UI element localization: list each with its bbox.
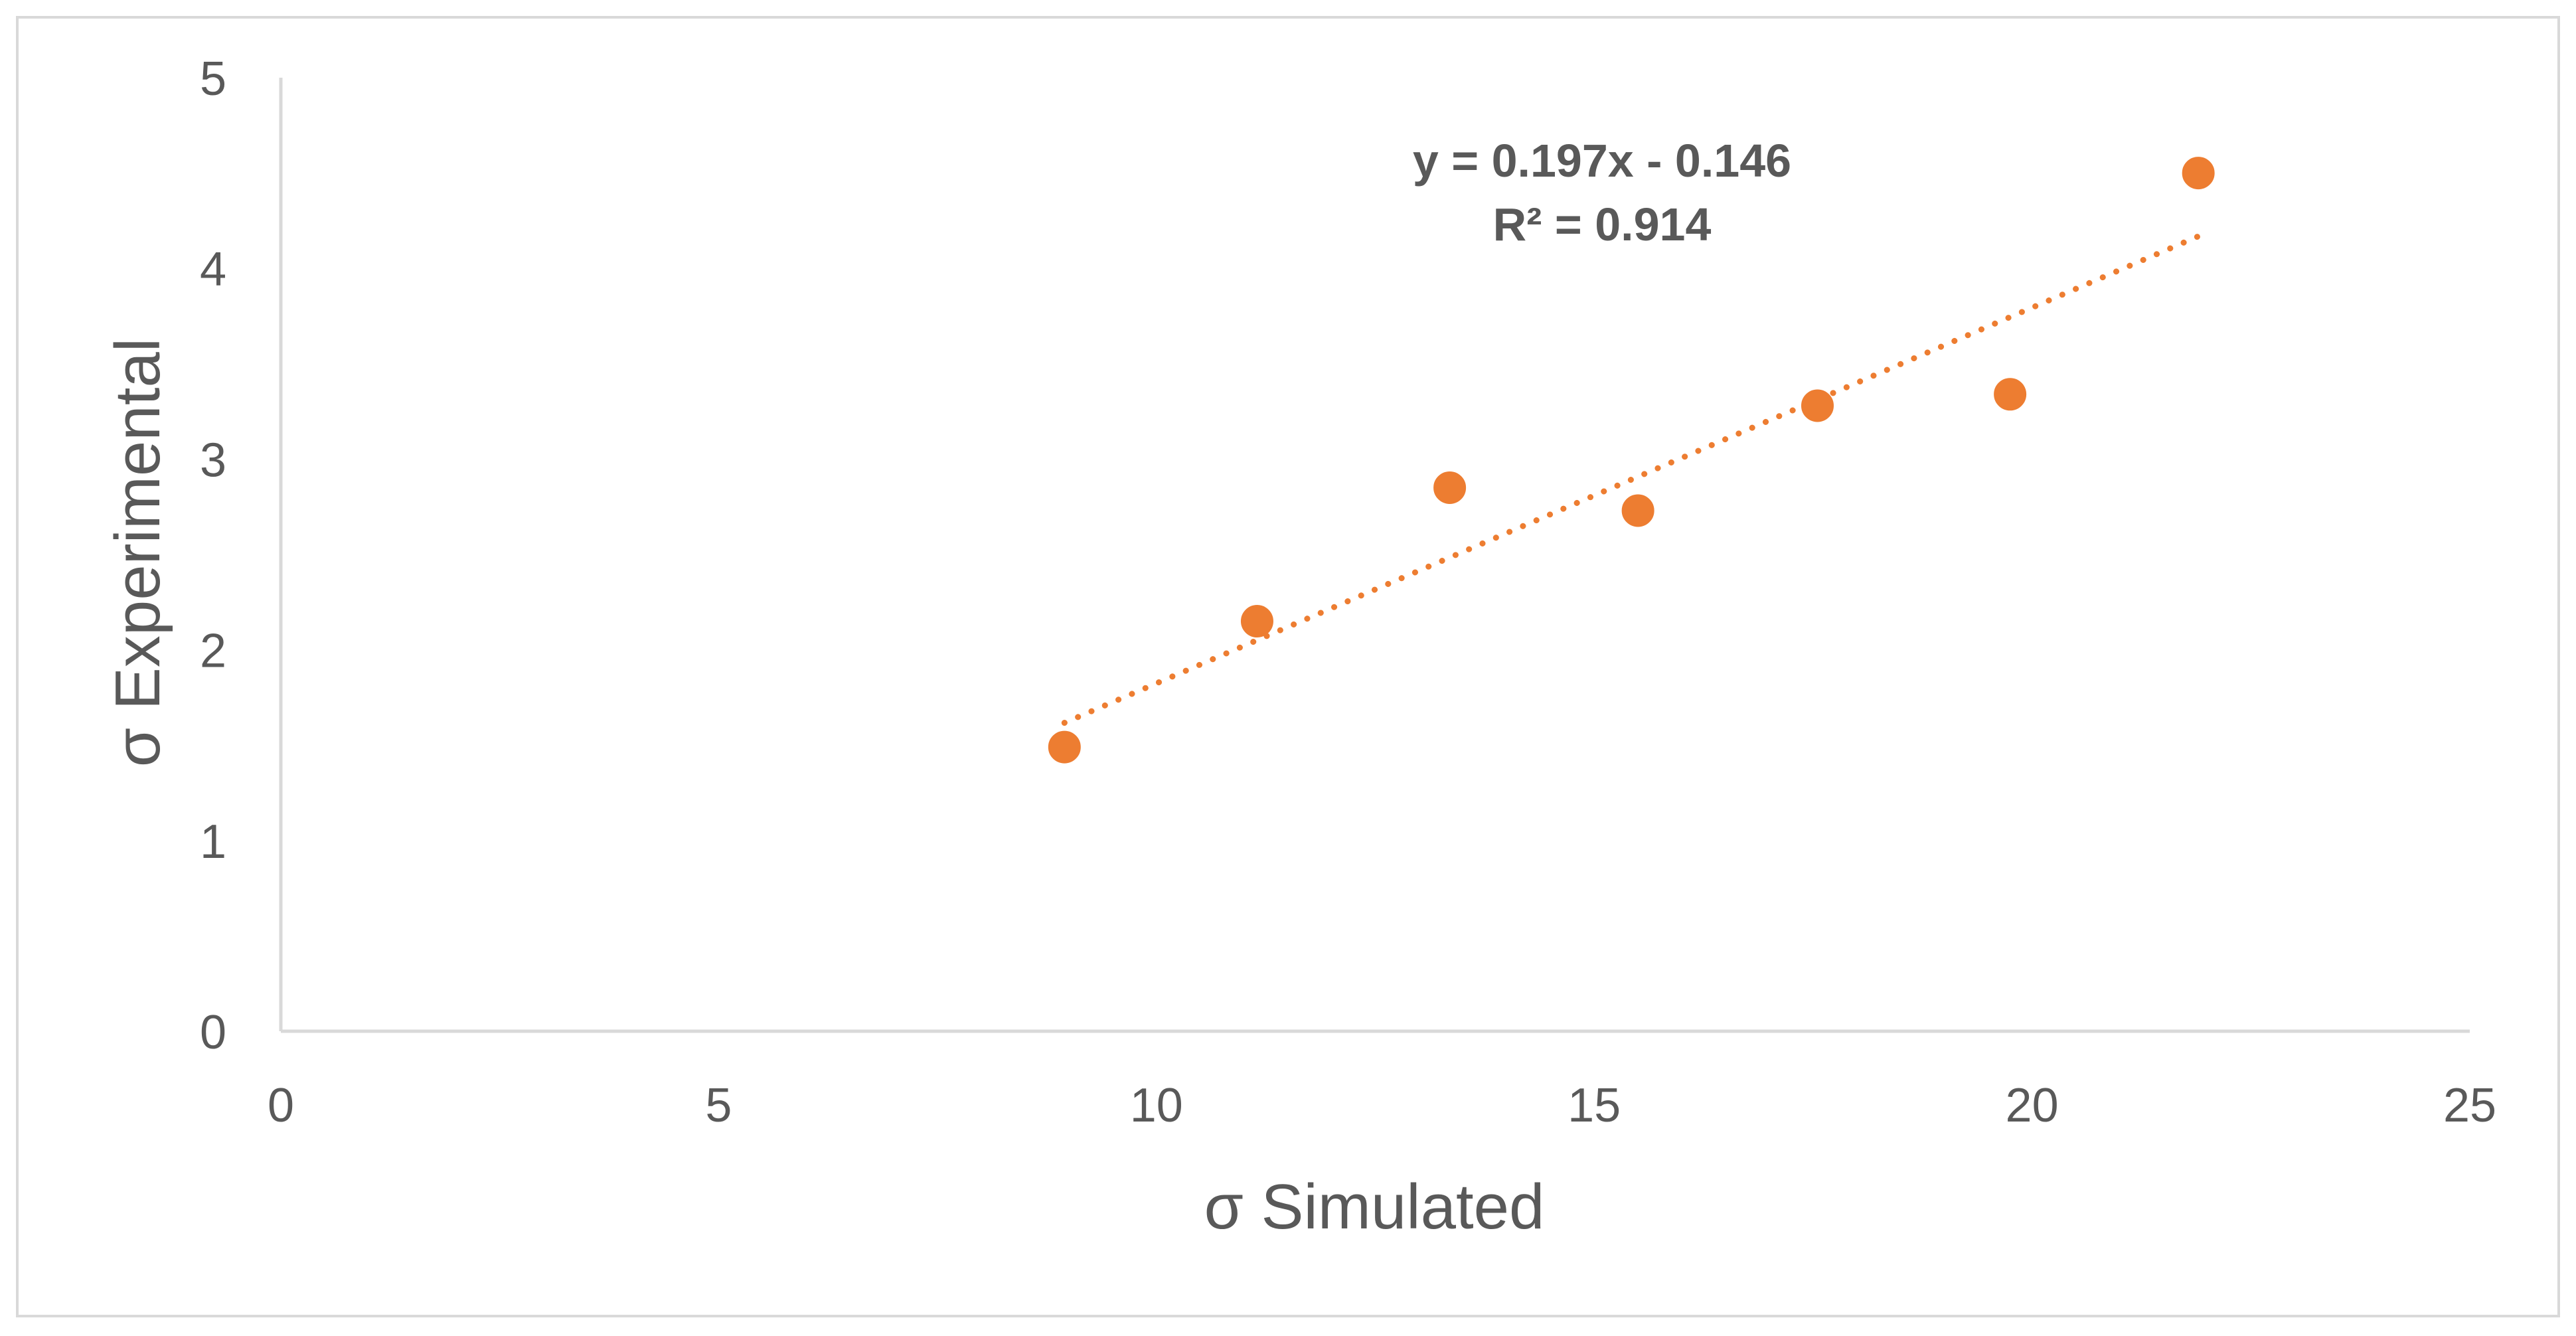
- x-tick-label: 0: [268, 1079, 294, 1132]
- x-axis-title: σ Simulated: [1204, 1171, 1545, 1242]
- axes: [279, 78, 2470, 1033]
- trendline-layer: [1061, 233, 2202, 726]
- data-point: [1621, 494, 1654, 527]
- chart-frame: [16, 16, 2560, 1317]
- y-tick-labels: 0 1 2 3 4 5: [200, 52, 226, 1059]
- data-point: [1048, 730, 1081, 764]
- trendline: [1061, 233, 2202, 726]
- x-tick-labels: 0 5 10 15 20 25: [268, 1079, 2496, 1132]
- data-point: [1801, 389, 1834, 422]
- data-point: [1240, 605, 1273, 638]
- x-tick-label: 20: [2006, 1079, 2059, 1132]
- data-point: [1994, 378, 2027, 411]
- data-point: [1433, 471, 1467, 504]
- y-axis-title: σ Experimental: [102, 338, 173, 767]
- y-tick-label: 1: [200, 815, 226, 869]
- x-tick-label: 15: [1568, 1079, 1621, 1132]
- data-points: [1048, 157, 2215, 764]
- y-tick-label: 2: [200, 625, 226, 678]
- y-tick-label: 3: [200, 434, 226, 487]
- y-tick-label: 0: [200, 1006, 226, 1059]
- data-point: [2182, 157, 2215, 190]
- y-tick-label: 5: [200, 52, 226, 106]
- r-squared-label: R² = 0.914: [1493, 199, 1712, 250]
- x-tick-label: 10: [1130, 1079, 1183, 1132]
- y-tick-label: 4: [200, 243, 226, 296]
- trendline-equation: y = 0.197x - 0.146: [1413, 135, 1791, 187]
- x-tick-label: 25: [2443, 1079, 2496, 1132]
- x-tick-label: 5: [705, 1079, 732, 1132]
